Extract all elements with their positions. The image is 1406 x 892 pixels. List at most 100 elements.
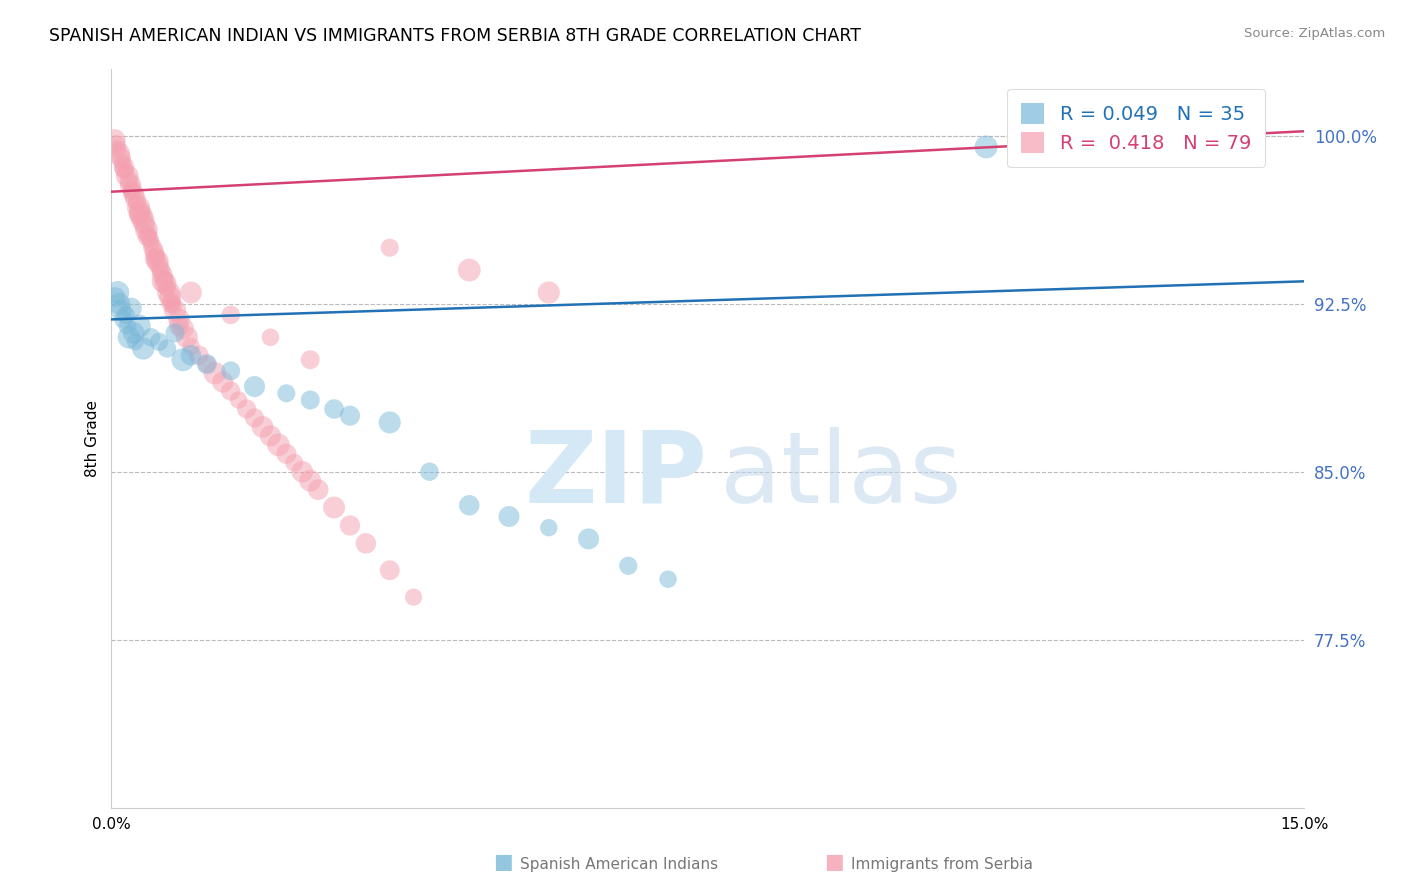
Point: [128, 319, 150, 334]
Point: [124, 334, 146, 349]
Point: [204, 366, 226, 380]
Point: [219, 384, 242, 398]
Point: [458, 263, 481, 277]
Point: [155, 277, 177, 291]
Point: [132, 342, 155, 356]
Point: [117, 319, 139, 334]
Point: [111, 155, 134, 169]
Point: [267, 438, 290, 452]
Point: [150, 268, 173, 282]
Point: [108, 146, 131, 161]
Point: [418, 465, 440, 479]
Point: [143, 252, 166, 266]
Point: [148, 259, 170, 273]
Point: [121, 182, 143, 196]
Point: [122, 326, 145, 340]
Point: [127, 201, 149, 215]
Point: [105, 137, 128, 152]
Point: [172, 352, 194, 367]
Point: [176, 330, 198, 344]
Point: [162, 299, 184, 313]
Point: [152, 274, 174, 288]
Point: [159, 290, 181, 304]
Point: [120, 178, 142, 192]
Point: [195, 357, 218, 371]
Point: [112, 162, 135, 177]
Point: [276, 386, 298, 401]
Point: [167, 312, 190, 326]
Point: [617, 558, 640, 573]
Point: [120, 185, 142, 199]
Point: [339, 409, 361, 423]
Point: [142, 241, 165, 255]
Point: [252, 420, 274, 434]
Point: [160, 296, 183, 310]
Point: [243, 411, 266, 425]
Text: atlas: atlas: [720, 426, 962, 524]
Point: [378, 241, 401, 255]
Legend: R = 0.049   N = 35, R =  0.418   N = 79: R = 0.049 N = 35, R = 0.418 N = 79: [1007, 89, 1264, 167]
Point: [108, 296, 131, 310]
Point: [134, 219, 156, 233]
Point: [114, 308, 136, 322]
Point: [136, 227, 159, 242]
Point: [339, 518, 361, 533]
Point: [136, 229, 159, 244]
Text: ■: ■: [824, 853, 844, 872]
Point: [578, 532, 600, 546]
Point: [458, 498, 481, 512]
Point: [112, 312, 135, 326]
Point: [180, 348, 202, 362]
Point: [143, 245, 166, 260]
Point: [187, 348, 209, 362]
Text: Immigrants from Serbia: Immigrants from Serbia: [851, 857, 1032, 872]
Point: [131, 210, 153, 224]
Point: [283, 456, 305, 470]
Point: [157, 285, 180, 300]
Point: [537, 285, 560, 300]
Point: [110, 151, 132, 165]
Point: [118, 173, 141, 187]
Point: [125, 195, 148, 210]
Point: [276, 447, 298, 461]
Point: [129, 205, 152, 219]
Point: [145, 250, 167, 264]
Point: [402, 590, 425, 604]
Point: [180, 285, 202, 300]
Point: [117, 169, 139, 183]
Point: [163, 303, 186, 318]
Point: [228, 392, 250, 407]
Point: [114, 164, 136, 178]
Point: [243, 379, 266, 393]
Point: [291, 465, 314, 479]
Point: [118, 330, 141, 344]
Point: [163, 326, 186, 340]
Point: [122, 186, 145, 201]
Text: ■: ■: [494, 853, 513, 872]
Point: [323, 500, 346, 515]
Point: [211, 375, 233, 389]
Y-axis label: 8th Grade: 8th Grade: [86, 400, 100, 476]
Point: [146, 254, 169, 268]
Point: [354, 536, 377, 550]
Point: [219, 364, 242, 378]
Point: [299, 392, 322, 407]
Text: ZIP: ZIP: [524, 426, 707, 524]
Point: [172, 321, 194, 335]
Point: [141, 236, 163, 251]
Point: [135, 223, 157, 237]
Point: [219, 308, 242, 322]
Point: [537, 521, 560, 535]
Point: [299, 352, 322, 367]
Point: [128, 207, 150, 221]
Point: [160, 294, 183, 309]
Point: [657, 572, 679, 586]
Point: [110, 303, 132, 318]
Point: [299, 474, 322, 488]
Point: [153, 272, 176, 286]
Point: [107, 285, 129, 300]
Point: [323, 401, 346, 416]
Point: [149, 263, 172, 277]
Point: [259, 429, 281, 443]
Point: [120, 301, 142, 316]
